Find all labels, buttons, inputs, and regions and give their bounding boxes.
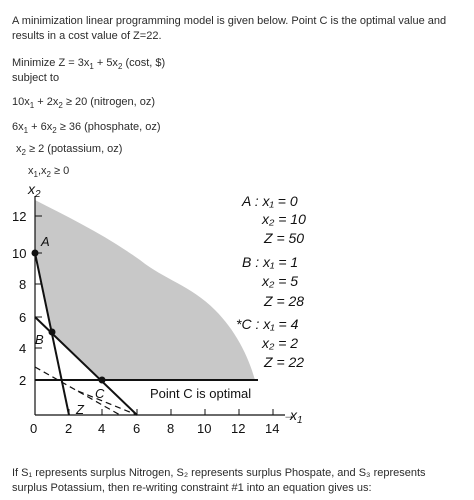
x-tick-label: 0	[30, 421, 37, 436]
y-tick-label: 2	[19, 373, 26, 388]
point-c-marker	[98, 376, 106, 384]
constraint-phosphate: 6x1 + 6x2 ≥ 36 (phosphate, oz)	[12, 121, 161, 136]
annotation-b-x2: x₂ = 5	[261, 273, 298, 289]
annotation-b-z: Z = 28	[263, 293, 304, 309]
annotation-c-z: Z = 22	[263, 354, 304, 370]
problem-intro: A minimization linear programming model …	[12, 15, 447, 42]
point-b-marker	[48, 328, 56, 336]
annotation-a-z: Z = 50	[263, 230, 304, 246]
x-axis-ticks	[68, 409, 274, 415]
x-tick-label: 4	[98, 421, 105, 436]
annotation-c-x1: *C : x₁ = 4	[236, 316, 299, 332]
point-a-marker	[31, 249, 39, 257]
y-tick-label: 12	[12, 209, 26, 224]
optimal-point-label: Point C is optimal	[150, 386, 251, 401]
point-b-label: B	[35, 332, 44, 347]
lp-graph: 12 10 8 6 4 2 0 2 4 6 8 10 12 14 x2 x1 →…	[12, 181, 306, 436]
feasible-region	[35, 200, 255, 380]
y-axis-label: x2	[27, 181, 41, 200]
y-tick-label: 10	[12, 246, 26, 261]
y-tick-label: 6	[19, 310, 26, 325]
constraint-nitrogen: 10x1 + 2x2 ≥ 20 (nitrogen, oz)	[12, 96, 156, 111]
x-tick-label: 14	[265, 421, 279, 436]
y-tick-label: 4	[19, 341, 26, 356]
z-line-label: Z	[75, 402, 85, 417]
point-a-label: A	[40, 234, 50, 249]
x-tick-label: 2	[65, 421, 72, 436]
objective-function: Minimize Z = 3x1 + 5x2 (cost, $)	[12, 57, 166, 72]
x-tick-label: 6	[133, 421, 140, 436]
z-isocost-line	[34, 366, 121, 416]
nonnegativity-constraint: x1,x2 ≥ 0	[28, 165, 70, 180]
x-tick-label: 8	[167, 421, 174, 436]
x-tick-label: 12	[231, 421, 245, 436]
z-isocost-line-optimal	[77, 390, 138, 416]
subject-to-label: subject to	[12, 72, 60, 84]
arrow-icon: →	[283, 408, 295, 422]
footer-question: If S₁ represents surplus Nitrogen, S₂ re…	[12, 467, 426, 494]
x-tick-label: 10	[197, 421, 211, 436]
annotation-b-x1: B : x₁ = 1	[242, 254, 298, 270]
annotation-a-x1: A : x₁ = 0	[241, 193, 298, 209]
point-c-label: C	[95, 386, 105, 401]
annotation-c-x2: x₂ = 2	[261, 335, 298, 351]
annotation-a-x2: x₂ = 10	[261, 211, 306, 227]
constraint-potassium: x2 ≥ 2 (potassium, oz)	[16, 143, 123, 158]
y-tick-label: 8	[19, 277, 26, 292]
